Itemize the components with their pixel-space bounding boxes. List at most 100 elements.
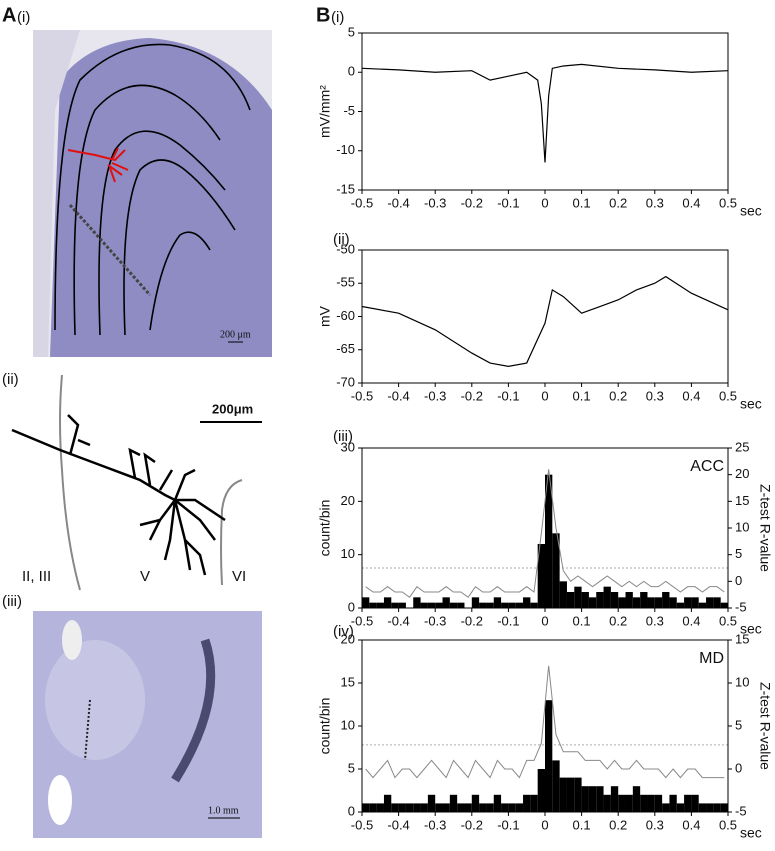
bar	[376, 602, 384, 608]
bar	[523, 794, 531, 812]
x-axis-label: sec	[740, 203, 762, 219]
bar	[684, 794, 692, 812]
bar	[588, 597, 597, 608]
fiber-tract	[171, 638, 216, 783]
y2-tick-label: 20	[735, 466, 749, 481]
bar	[566, 592, 575, 608]
bar	[654, 794, 663, 812]
x-tick-label: 0.5	[719, 195, 737, 210]
bar	[486, 602, 494, 608]
bar	[515, 602, 524, 608]
x-tick-label: -0.2	[461, 195, 483, 210]
x-tick-label: 0.2	[609, 195, 627, 210]
image-edge	[33, 30, 80, 357]
plot-frame	[361, 639, 729, 813]
x-tick-label: -0.4	[387, 388, 409, 403]
x-tick-label: 0.2	[609, 388, 627, 403]
annotation: MD	[699, 650, 724, 667]
y-axis-label: count/bin	[317, 698, 333, 755]
layer-label: II, III	[22, 568, 51, 585]
scale-bar-label: 1.0 mm	[208, 805, 239, 816]
y-tick-label: 5	[348, 24, 355, 39]
bar	[427, 794, 436, 812]
y2-tick-label: 5	[735, 717, 742, 732]
y-tick-label: -70	[336, 374, 355, 389]
y-tick-label: 20	[341, 631, 355, 646]
x-axis-label: sec	[740, 396, 762, 412]
bar	[662, 803, 670, 812]
x-tick-label: 0	[541, 195, 548, 210]
bar	[435, 602, 443, 608]
bar	[442, 803, 450, 812]
x-tick-label: 0.2	[609, 613, 627, 628]
bar	[625, 592, 633, 608]
bar	[676, 602, 685, 608]
x-tick-label: -0.3	[424, 613, 446, 628]
bar	[588, 786, 597, 812]
y-tick-label: -15	[336, 181, 355, 196]
annotation-box	[688, 648, 726, 670]
trace	[361, 63, 729, 163]
bar	[669, 597, 677, 608]
x-tick-label: -0.2	[461, 388, 483, 403]
y-tick-label: -65	[336, 341, 355, 356]
bar	[698, 602, 707, 608]
y2-tick-label: -5	[735, 599, 747, 614]
bar	[545, 700, 553, 812]
y2-tick-label: 5	[735, 546, 742, 561]
x-tick-label: 0.5	[719, 613, 737, 628]
x-tick-label: -0.1	[497, 388, 519, 403]
bar	[457, 602, 465, 608]
panel-sub: (ii)	[333, 231, 350, 248]
bar	[596, 786, 604, 812]
x-tick-label: -0.4	[387, 613, 409, 628]
bar	[552, 760, 560, 812]
bar	[479, 803, 487, 812]
bar	[566, 777, 575, 812]
z-line	[365, 469, 725, 599]
z-line	[365, 665, 725, 779]
bar	[442, 597, 450, 608]
bar	[596, 592, 604, 608]
bar	[640, 794, 648, 812]
x-tick-label: 0.5	[719, 388, 737, 403]
y-tick-label: 15	[341, 674, 355, 689]
bar	[581, 786, 589, 812]
x-tick-label: 0.5	[719, 817, 737, 832]
bar	[493, 597, 502, 608]
annotation: ACC	[690, 458, 724, 475]
bar	[413, 803, 421, 812]
neuron-drawing	[11, 414, 226, 576]
annotation-box	[688, 456, 726, 478]
layer-boundary	[220, 479, 243, 586]
x-tick-label: 0.2	[609, 817, 627, 832]
layer-boundary	[59, 374, 81, 591]
bar	[574, 586, 582, 608]
panel-sub: (iv)	[333, 623, 354, 640]
bar	[676, 803, 685, 812]
bar	[427, 602, 436, 608]
bar	[413, 597, 421, 608]
layer-boundaries	[54, 43, 251, 336]
y-tick-label: 30	[341, 439, 355, 454]
bar	[574, 777, 582, 812]
y-axis-label: count/bin	[317, 500, 333, 557]
bar	[420, 602, 428, 608]
y-tick-label: 0	[348, 599, 355, 614]
bar	[376, 803, 384, 812]
x-axis-label: sec	[740, 825, 762, 841]
bar	[610, 592, 619, 608]
bar	[486, 803, 494, 812]
bar	[610, 786, 619, 812]
histology-image	[33, 30, 272, 357]
bar	[391, 803, 399, 812]
bar	[706, 597, 714, 608]
bar	[464, 803, 472, 812]
bar	[625, 794, 633, 812]
bar	[435, 803, 443, 812]
bar	[669, 794, 677, 812]
bar	[545, 474, 553, 608]
y2-tick-label: 0	[735, 760, 742, 775]
x-tick-label: 0.1	[573, 817, 591, 832]
